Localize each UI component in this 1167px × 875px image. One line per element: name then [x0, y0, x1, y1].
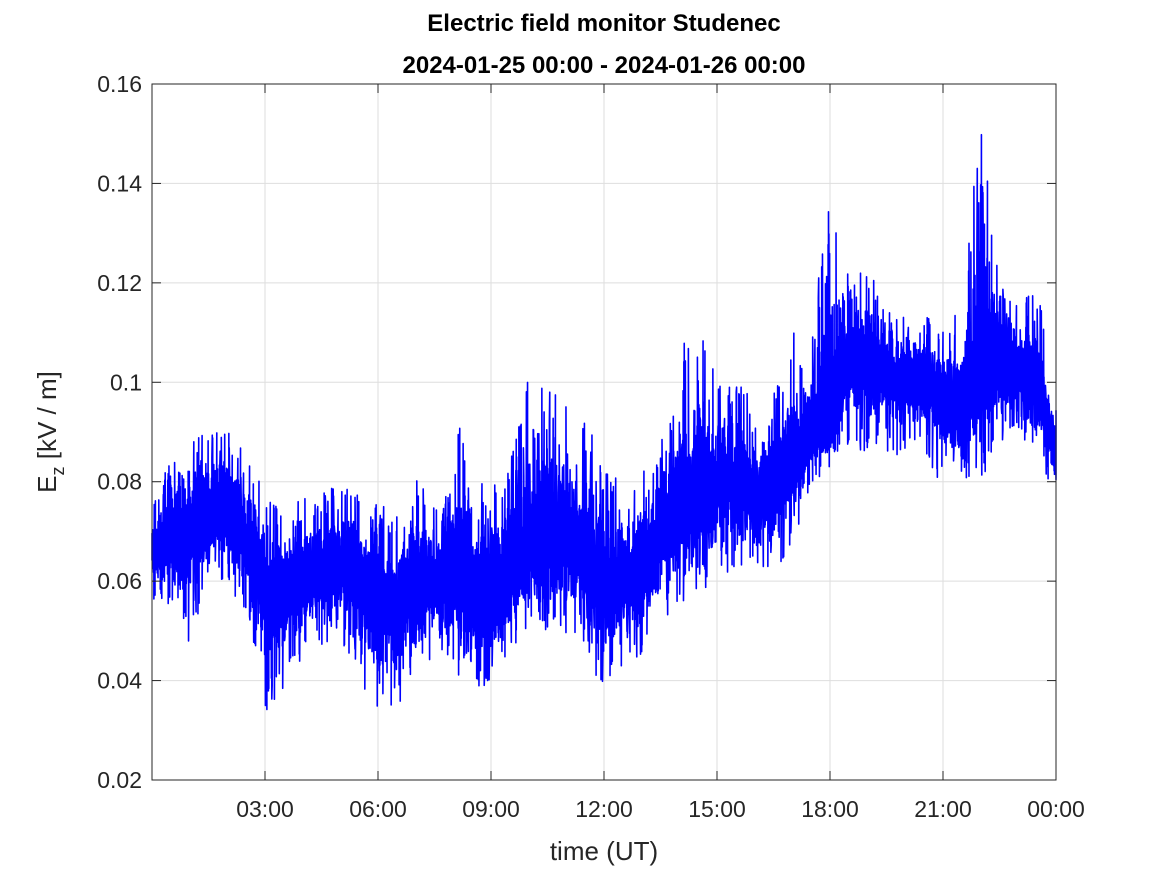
- series-layer: [151, 133, 1057, 711]
- y-tick-label: 0.08: [97, 469, 142, 495]
- chart-title: Electric field monitor Studenec: [427, 10, 780, 37]
- x-tick-label: 12:00: [575, 796, 633, 822]
- x-tick-label: 03:00: [236, 796, 294, 822]
- y-tick-label: 0.16: [97, 71, 142, 97]
- x-tick-label: 09:00: [462, 796, 520, 822]
- y-axis-label-subscript: z: [48, 467, 68, 476]
- x-tick-label: 00:00: [1027, 796, 1085, 822]
- x-tick-label: 15:00: [688, 796, 746, 822]
- x-axis-ticks: 03:00 06:00 09:00 12:00 15:00 18:00 21:00 00:00: [236, 84, 1085, 822]
- y-tick-label: 0.04: [97, 668, 142, 694]
- y-tick-label: 0.06: [97, 568, 142, 594]
- y-axis-label-unit: [kV / m]: [32, 371, 62, 466]
- y-tick-label: 0.12: [97, 270, 142, 296]
- x-axis-label: time (UT): [550, 836, 658, 866]
- y-tick-label: 0.14: [97, 170, 142, 196]
- y-axis-label-main: E: [32, 476, 62, 493]
- y-axis-label: Ez [kV / m]: [32, 371, 68, 493]
- series-line: [151, 133, 1057, 711]
- x-tick-label: 21:00: [914, 796, 972, 822]
- x-tick-label: 06:00: [349, 796, 407, 822]
- y-axis-ticks: 0.02 0.04 0.06 0.08 0.1 0.12 0.14 0.16: [97, 71, 1056, 793]
- chart-subtitle: 2024-01-25 00:00 - 2024-01-26 00:00: [403, 52, 806, 79]
- x-tick-label: 18:00: [801, 796, 859, 822]
- y-tick-label: 0.1: [110, 369, 142, 395]
- y-tick-label: 0.02: [97, 767, 142, 793]
